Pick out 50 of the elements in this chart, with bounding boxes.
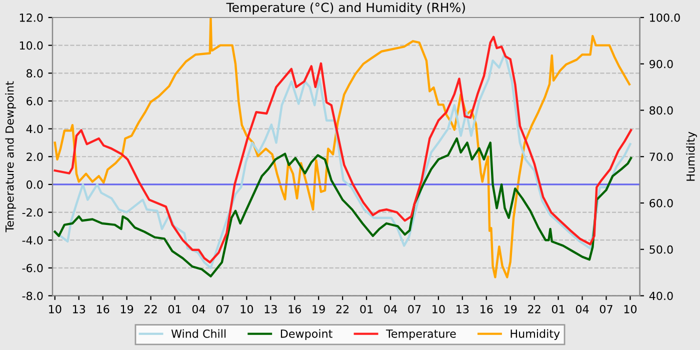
x-tick-label: 19 (504, 304, 517, 314)
y2-tick-label: 100.0 (650, 13, 680, 22)
x-tick-label: 04 (192, 304, 206, 314)
legend-label: Humidity (510, 329, 560, 340)
legend-label: Wind Chill (171, 329, 226, 338)
x-tick-label: 16 (96, 304, 110, 314)
y2-tick-label: 90.0 (650, 60, 673, 68)
x-tick-label: 19 (312, 304, 325, 314)
y2-axis-title: Humidity (686, 132, 697, 181)
y-tick-label: 0.0 (26, 180, 43, 189)
y-tick-label: 2.0 (26, 152, 43, 162)
y-tick-label: -2.0 (22, 208, 43, 217)
x-tick-label: 13 (456, 304, 469, 314)
y-tick-label: 8.0 (26, 69, 43, 78)
x-tick-label: 07 (600, 304, 612, 314)
legend-label: Temperature (386, 330, 456, 340)
x-tick-label: 01 (168, 304, 181, 314)
y2-tick-label: 50.0 (650, 245, 673, 254)
x-tick-label: 22 (528, 304, 540, 314)
x-tick-label: 19 (120, 304, 134, 314)
y-tick-label: 10.0 (20, 41, 43, 50)
x-tick-label: 07 (216, 304, 229, 314)
x-tick-label: 13 (73, 304, 86, 314)
y-tick-label: 12.0 (20, 13, 43, 22)
y-tick-label: 6.0 (26, 96, 43, 106)
y2-tick-label: 80.0 (650, 106, 673, 115)
x-tick-label: 16 (480, 304, 493, 314)
y-tick-label: -4.0 (22, 236, 43, 244)
y-axis-title: Temperature and Dewpoint (5, 81, 16, 232)
y-tick-label: -8.0 (22, 292, 43, 300)
x-tick-label: 07 (408, 304, 421, 314)
x-tick-label: 22 (336, 304, 349, 314)
y-tick-label: 4.0 (26, 124, 43, 134)
x-tick-label: 01 (552, 304, 564, 314)
x-tick-label: 10 (432, 304, 445, 314)
y2-tick-label: 70.0 (650, 152, 673, 162)
x-tick-label: 10 (49, 304, 62, 314)
y-tick-label: -6.0 (22, 264, 43, 272)
chart-title: Temperature (°C) and Humidity (RH%) (226, 2, 465, 15)
x-tick-label: 10 (624, 304, 637, 314)
y2-tick-label: 60.0 (650, 198, 673, 208)
x-tick-label: 04 (384, 304, 397, 314)
x-tick-label: 04 (576, 304, 589, 314)
x-tick-label: 13 (264, 304, 277, 314)
x-tick-label: 01 (360, 304, 373, 314)
x-tick-label: 16 (288, 304, 301, 314)
x-tick-label: 10 (240, 304, 253, 314)
x-tick-label: 22 (144, 304, 157, 314)
legend-label: Dewpoint (280, 329, 332, 340)
y2-tick-label: 40.0 (649, 292, 673, 300)
